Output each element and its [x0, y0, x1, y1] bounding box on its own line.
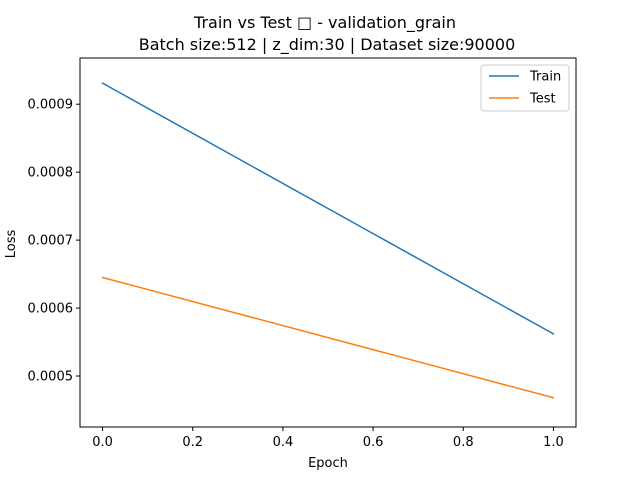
- data-point-train: [101, 82, 104, 84]
- data-point-train: [552, 333, 555, 335]
- series-line-test: [102, 276, 554, 399]
- legend: Train Test: [480, 64, 570, 112]
- data-point-test: [552, 396, 555, 399]
- chart-title: Train vs Test □ - validation_grain: [193, 13, 456, 33]
- series-line-train: [102, 82, 554, 335]
- y-tick-label: 0.0008: [28, 166, 74, 181]
- legend-label-test: Test: [529, 92, 556, 107]
- plot-frame: [79, 57, 577, 428]
- x-tick-label: 0.0: [92, 435, 113, 450]
- plot-area: 0.0 0.2 0.4 0.6 0.8 1.0 0.0005 0.0006 0.0007 0.00…: [28, 82, 564, 450]
- x-axis-label: Epoch: [308, 456, 348, 471]
- data-point-test: [101, 276, 104, 279]
- y-tick-label: 0.0005: [28, 370, 74, 385]
- y-tick-label: 0.0006: [28, 302, 74, 317]
- x-tick-label: 0.8: [453, 435, 474, 450]
- x-tick-label: 1.0: [543, 435, 564, 450]
- x-tick-label: 0.4: [273, 435, 294, 450]
- y-axis-label: Loss: [4, 230, 19, 259]
- chart-subtitle: Batch size:512 | z_dim:30 | Dataset size…: [139, 35, 516, 55]
- legend-label-train: Train: [529, 70, 561, 85]
- x-tick-label: 0.6: [363, 435, 384, 450]
- y-tick-label: 0.0009: [28, 98, 74, 113]
- y-tick-label: 0.0007: [28, 234, 74, 249]
- x-tick-label: 0.2: [182, 435, 203, 450]
